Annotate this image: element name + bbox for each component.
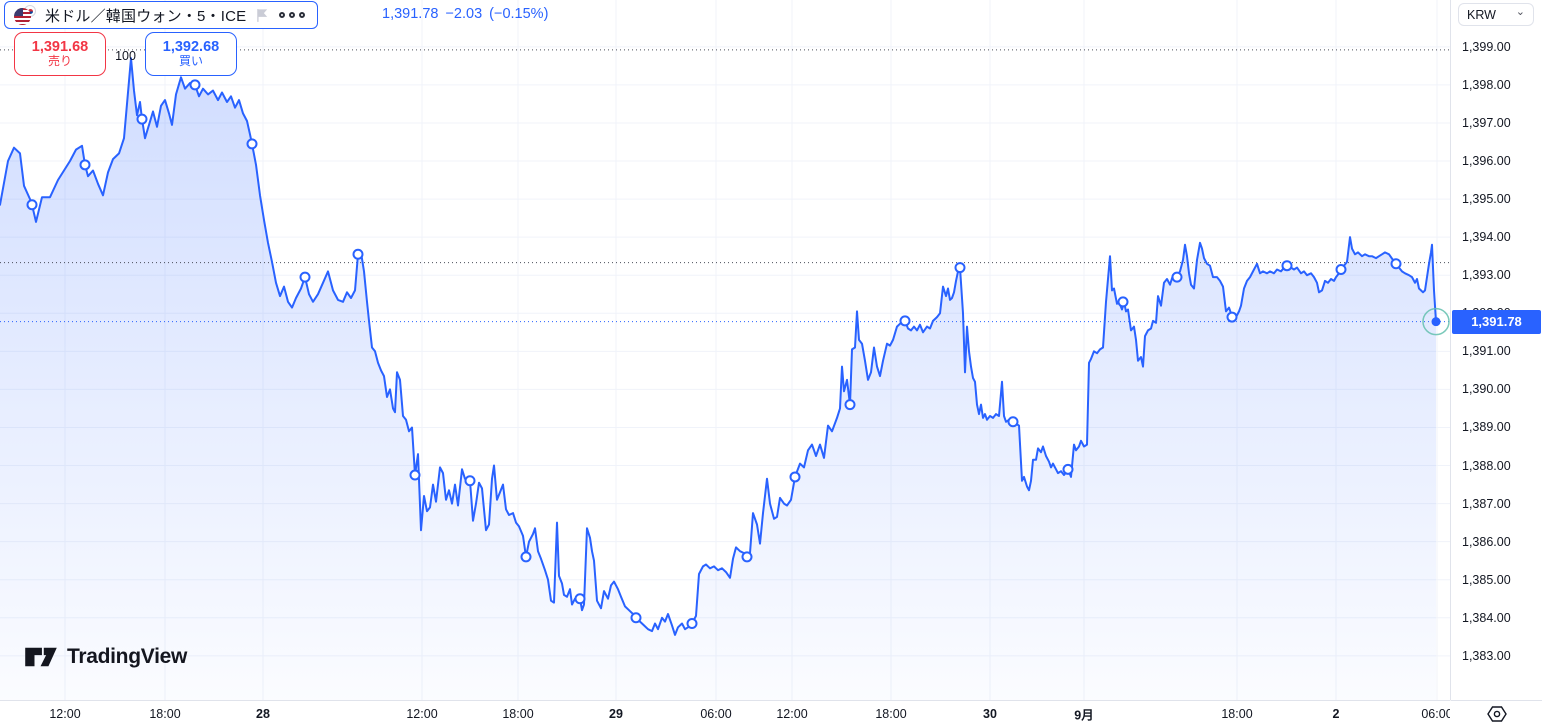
time-tick-label: 12:00 bbox=[49, 707, 81, 721]
price-tick-label: 1,384.00 bbox=[1462, 610, 1511, 625]
tradingview-logo-mark bbox=[25, 647, 57, 667]
axis-settings-button[interactable] bbox=[1450, 700, 1542, 727]
sell-price: 1,391.68 bbox=[31, 38, 89, 55]
price-tick-label: 1,398.00 bbox=[1462, 77, 1511, 92]
price-tick-label: 1,385.00 bbox=[1462, 572, 1511, 587]
data-point-marker bbox=[79, 159, 91, 171]
price-tick-label: 1,383.00 bbox=[1462, 648, 1511, 663]
chart-pane[interactable]: 米ドル／韓国ウォン・5・ICE 1,391.78 −2.03 (−0.15%) … bbox=[0, 0, 1450, 700]
price-tick-label: 1,391.00 bbox=[1462, 344, 1511, 359]
data-point-marker bbox=[741, 551, 753, 563]
time-tick-label: 06:00 bbox=[700, 707, 732, 721]
chevron-down-icon: ⌄ bbox=[1515, 6, 1525, 18]
trade-panel: 1,391.68 売り 100 1,392.68 買い bbox=[14, 32, 237, 76]
price-tick-label: 1,396.00 bbox=[1462, 154, 1511, 168]
price-readout: 1,391.78 −2.03 (−0.15%) bbox=[382, 6, 548, 22]
price-axis[interactable]: KRW ⌄ 1,399.00 1,398.00 1,397.00 1,396.00 1,… bbox=[1450, 0, 1542, 700]
price-change: −2.03 bbox=[445, 6, 483, 22]
time-tick-label: 18:00 bbox=[1221, 707, 1253, 721]
data-point-marker bbox=[299, 271, 311, 283]
data-point-marker bbox=[1335, 263, 1347, 275]
price-tick-label: 1,394.00 bbox=[1462, 230, 1511, 245]
data-point-marker bbox=[1171, 271, 1183, 283]
pulse-ring bbox=[1422, 307, 1450, 336]
price-tick-label: 1,399.00 bbox=[1462, 39, 1511, 54]
currency-label: KRW bbox=[1467, 7, 1496, 22]
time-tick-label: 28 bbox=[256, 707, 270, 721]
time-axis[interactable]: 12:00 18:00 28 12:00 18:00 29 06:00 12:00 18:00 3… bbox=[0, 700, 1453, 727]
data-point-marker bbox=[1390, 258, 1402, 270]
last-price-dot bbox=[1431, 317, 1441, 327]
data-point-marker bbox=[954, 262, 966, 274]
time-tick-label: 12:00 bbox=[406, 707, 438, 721]
time-tick-label: 06:00 bbox=[1421, 707, 1453, 721]
price-tick-label: 1,390.00 bbox=[1462, 382, 1511, 397]
price-tick-label: 1,389.00 bbox=[1462, 420, 1511, 435]
time-tick-label: 29 bbox=[609, 707, 623, 721]
data-point-marker bbox=[630, 612, 642, 624]
buy-price: 1,392.68 bbox=[162, 38, 220, 55]
time-tick-label: 9月 bbox=[1074, 708, 1094, 723]
usd-krw-flag-icon bbox=[14, 5, 36, 25]
data-point-marker bbox=[686, 617, 698, 629]
data-point-marker bbox=[574, 593, 586, 605]
quantity-field[interactable]: 100 bbox=[115, 48, 136, 63]
price-tick-label: 1,386.00 bbox=[1462, 534, 1511, 549]
time-tick-label: 12:00 bbox=[776, 707, 808, 721]
price-area-chart[interactable] bbox=[0, 0, 1450, 700]
data-point-marker bbox=[520, 551, 532, 563]
data-point-marker bbox=[352, 248, 364, 260]
time-tick-label: 18:00 bbox=[149, 707, 181, 721]
symbol-legend[interactable]: 米ドル／韓国ウォン・5・ICE bbox=[4, 1, 319, 29]
current-price-label: 1,391.78 bbox=[1452, 309, 1541, 334]
tradingview-logo[interactable]: TradingView bbox=[24, 644, 187, 670]
price-tick-label: 1,393.00 bbox=[1462, 268, 1511, 283]
buy-label: 買い bbox=[178, 54, 203, 69]
area-fill bbox=[0, 58, 1436, 700]
time-tick-label: 30 bbox=[983, 707, 997, 721]
data-point-marker bbox=[1226, 311, 1238, 323]
price-tick-label: 1,397.00 bbox=[1462, 115, 1511, 130]
price-tick-label: 1,388.00 bbox=[1462, 458, 1511, 473]
sell-label: 売り bbox=[47, 54, 72, 69]
price-tick-label: 1,395.00 bbox=[1462, 192, 1511, 207]
more-options-icon[interactable] bbox=[279, 12, 306, 18]
data-point-marker bbox=[1281, 260, 1293, 272]
time-tick-label: 2 bbox=[1332, 707, 1340, 721]
data-point-marker bbox=[899, 315, 911, 327]
price-line bbox=[0, 57, 1437, 636]
data-point-marker bbox=[1062, 463, 1074, 475]
data-point-marker bbox=[246, 138, 258, 150]
flag-icon[interactable] bbox=[255, 8, 270, 23]
buy-button[interactable]: 1,392.68 買い bbox=[145, 32, 237, 76]
price-change-percent: (−0.15%) bbox=[489, 6, 549, 22]
data-point-marker bbox=[1117, 296, 1129, 308]
time-tick-label: 18:00 bbox=[502, 707, 534, 721]
data-point-marker bbox=[409, 469, 421, 481]
data-point-marker bbox=[464, 475, 476, 487]
data-point-marker bbox=[844, 399, 856, 411]
currency-selector[interactable]: KRW ⌄ bbox=[1458, 3, 1534, 26]
data-point-marker bbox=[26, 199, 38, 211]
data-point-marker bbox=[136, 113, 148, 125]
last-price: 1,391.78 bbox=[382, 6, 439, 22]
time-tick-label: 18:00 bbox=[875, 707, 907, 721]
tradingview-logo-text: TradingView bbox=[67, 645, 188, 668]
data-point-marker bbox=[1007, 416, 1019, 428]
hexagon-circle-icon bbox=[1486, 706, 1507, 722]
sell-button[interactable]: 1,391.68 売り bbox=[14, 32, 106, 76]
data-point-marker bbox=[789, 471, 801, 483]
symbol-title: 米ドル／韓国ウォン・5・ICE bbox=[45, 7, 247, 25]
data-point-marker bbox=[189, 79, 201, 91]
price-tick-label: 1,387.00 bbox=[1462, 496, 1511, 511]
